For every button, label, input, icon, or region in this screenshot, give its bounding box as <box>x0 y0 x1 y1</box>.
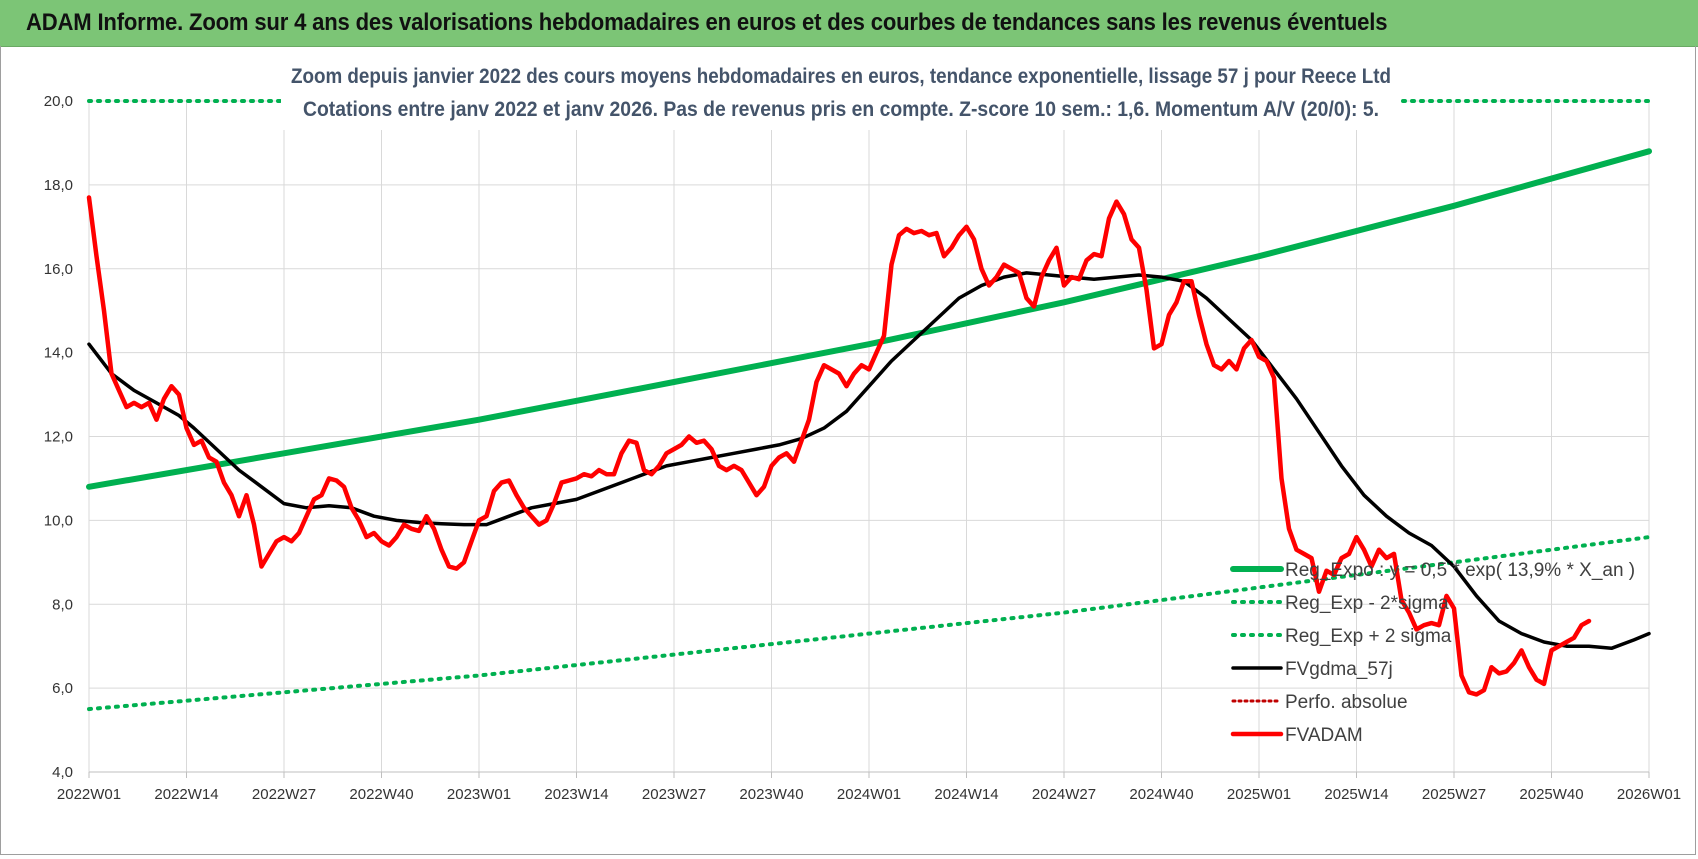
chart-title-line-2: Cotations entre janv 2022 et janv 2026. … <box>303 98 1379 121</box>
y-tick-label: 4,0 <box>52 764 73 781</box>
y-tick-label: 8,0 <box>52 596 73 613</box>
legend-label-fvgdma: FVgdma_57j <box>1285 659 1393 680</box>
x-tick-label: 2026W01 <box>1617 786 1681 803</box>
y-tick-label: 18,0 <box>44 177 73 194</box>
y-tick-label: 14,0 <box>44 345 73 362</box>
y-tick-label: 6,0 <box>52 680 73 697</box>
series-line-reg_exp <box>86 148 1652 490</box>
axis-labels: 4,0 6,0 8,0 10,0 12,0 14,0 16,0 18,0 20,0 2022W01… <box>44 93 1681 803</box>
x-tick-label: 2024W27 <box>1032 786 1096 803</box>
x-tick-label: 2023W01 <box>447 786 511 803</box>
y-tick-label: 20,0 <box>44 93 73 110</box>
x-tick-label: 2023W27 <box>642 786 706 803</box>
x-tick-label: 2022W14 <box>154 786 218 803</box>
x-tick-label: 2024W40 <box>1129 786 1193 803</box>
chart-legend: Reg_Expo : y = 0,5 * exp( 13,9% * X_an )… <box>1230 560 1635 746</box>
chart-frame: 4,0 6,0 8,0 10,0 12,0 14,0 16,0 18,0 20,0 2022W01… <box>0 46 1696 855</box>
series-line-reg_minus <box>87 535 1651 712</box>
x-tick-label: 2023W40 <box>739 786 803 803</box>
series-line-fvadam <box>86 195 1592 697</box>
y-tick-label: 10,0 <box>44 512 73 529</box>
x-tick-label: 2025W40 <box>1519 786 1583 803</box>
x-tick-label: 2025W27 <box>1422 786 1486 803</box>
y-tick-label: 16,0 <box>44 261 73 278</box>
x-tick-label: 2023W14 <box>544 786 608 803</box>
x-tick-label: 2022W27 <box>252 786 316 803</box>
chart-title-group: Zoom depuis janvier 2022 des cours moyen… <box>281 56 1401 130</box>
title-backdrop <box>281 56 1401 130</box>
legend-label-perfo: Perfo. absolue <box>1285 692 1408 713</box>
legend-label-reg_minus: Reg_Exp - 2*sigma <box>1285 593 1449 614</box>
gridlines <box>88 100 1650 778</box>
x-tick-label: 2025W14 <box>1324 786 1388 803</box>
x-tick-label: 2024W01 <box>837 786 901 803</box>
x-tick-label: 2024W14 <box>934 786 998 803</box>
legend-label-reg_exp: Reg_Expo : y = 0,5 * exp( 13,9% * X_an ) <box>1285 560 1635 581</box>
legend-label-fvadam: FVADAM <box>1285 725 1363 746</box>
x-tick-label: 2022W01 <box>57 786 121 803</box>
chart-title-line-1: Zoom depuis janvier 2022 des cours moyen… <box>291 65 1391 88</box>
legend-label-reg_plus: Reg_Exp + 2 sigma <box>1285 626 1452 647</box>
y-tick-label: 12,0 <box>44 429 73 446</box>
series-line-fvgdma <box>87 271 1651 651</box>
report-title: ADAM Informe. Zoom sur 4 ans des valoris… <box>26 9 1388 36</box>
x-tick-label: 2025W01 <box>1227 786 1291 803</box>
line-chart: 4,0 6,0 8,0 10,0 12,0 14,0 16,0 18,0 20,0 2022W01… <box>44 56 1681 803</box>
x-tick-label: 2022W40 <box>349 786 413 803</box>
report-banner: ADAM Informe. Zoom sur 4 ans des valoris… <box>0 0 1698 47</box>
